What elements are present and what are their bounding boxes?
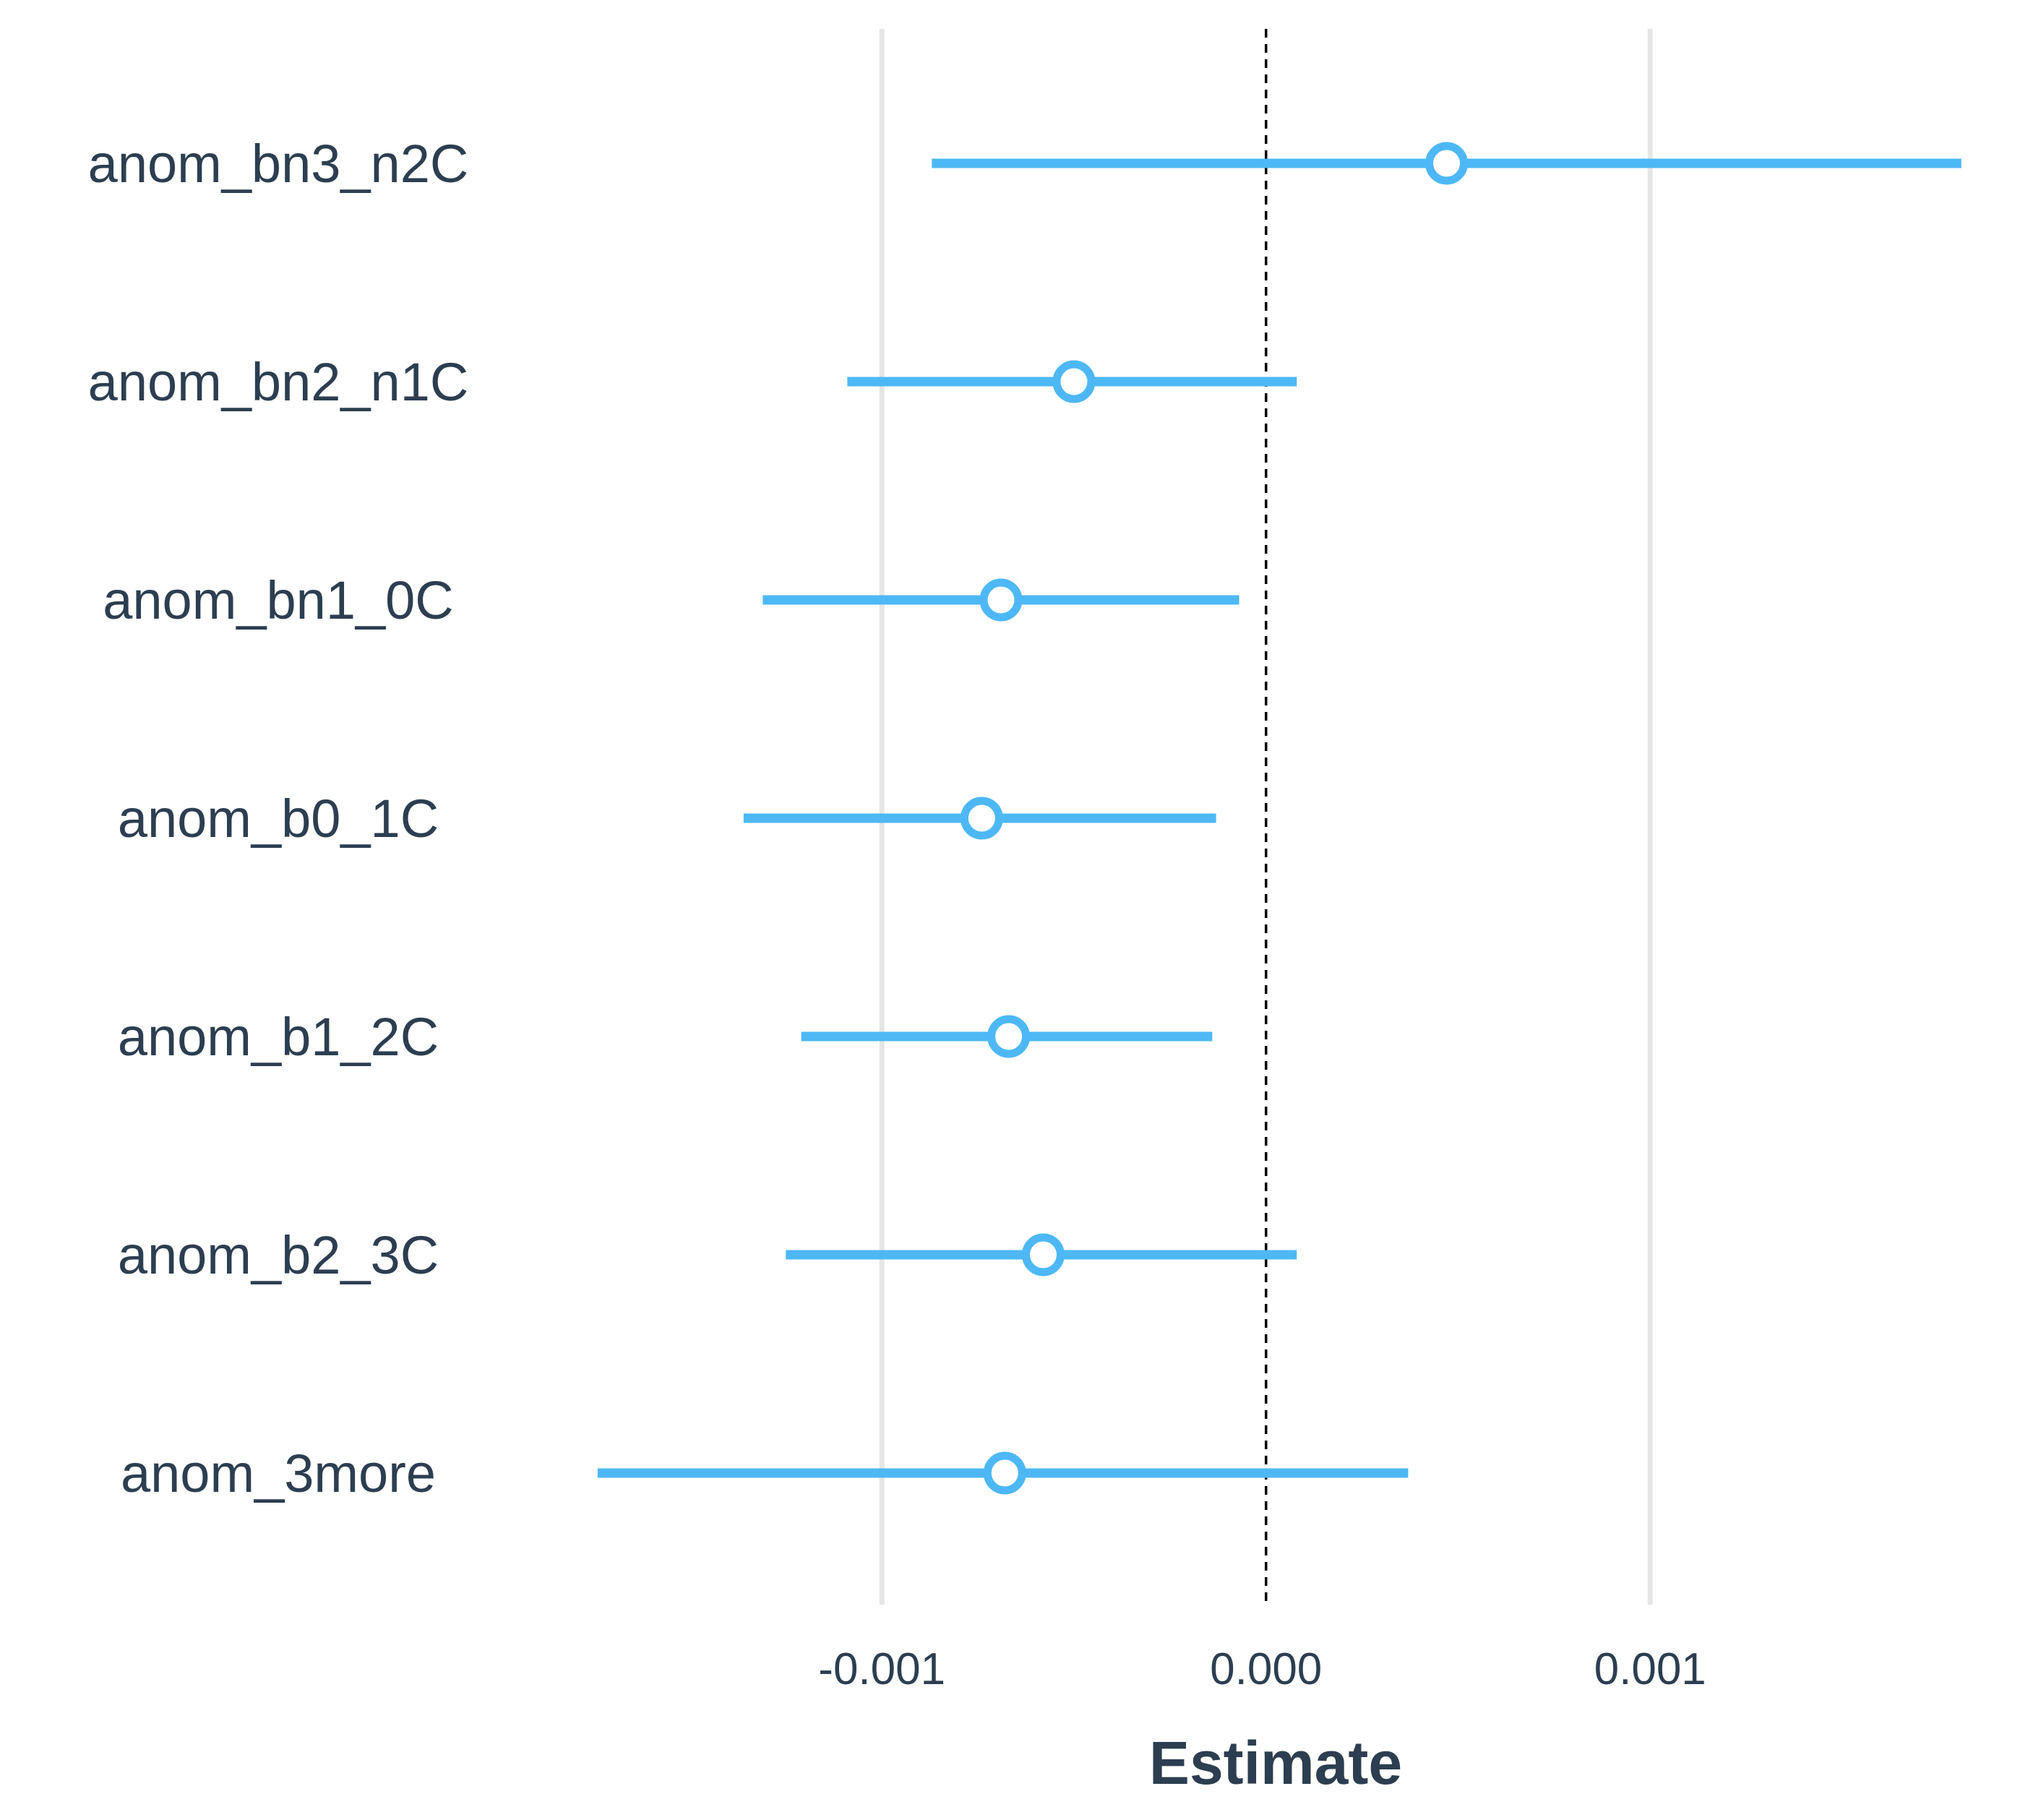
tick-label-layer: -0.001 0.000 0.001 xyxy=(818,1644,1706,1694)
category-label: anom_3more xyxy=(121,1443,436,1503)
x-tick-label: 0.001 xyxy=(1594,1644,1706,1694)
category-label: anom_b2_3C xyxy=(118,1225,439,1285)
estimate-point xyxy=(1052,360,1096,403)
estimate-point xyxy=(987,1015,1031,1058)
estimate-point xyxy=(979,578,1023,622)
category-label: anom_b0_1C xyxy=(118,789,439,849)
x-tick-label: -0.001 xyxy=(818,1644,945,1694)
x-tick-label: 0.000 xyxy=(1210,1644,1322,1694)
x-axis-title: Estimate xyxy=(1149,1729,1402,1797)
category-label-layer: anom_bn3_n2C anom_bn2_n1C anom_bn1_0C anom_… xyxy=(88,134,469,1503)
estimate-point xyxy=(1425,142,1469,185)
category-label: anom_bn2_n1C xyxy=(88,352,469,412)
series-layer xyxy=(597,142,1962,1495)
estimate-point xyxy=(960,797,1003,840)
estimate-point xyxy=(1021,1233,1065,1276)
category-label: anom_b1_2C xyxy=(118,1007,439,1067)
category-label: anom_bn1_0C xyxy=(103,570,453,630)
estimate-point xyxy=(983,1451,1026,1495)
category-label: anom_bn3_n2C xyxy=(88,134,469,194)
